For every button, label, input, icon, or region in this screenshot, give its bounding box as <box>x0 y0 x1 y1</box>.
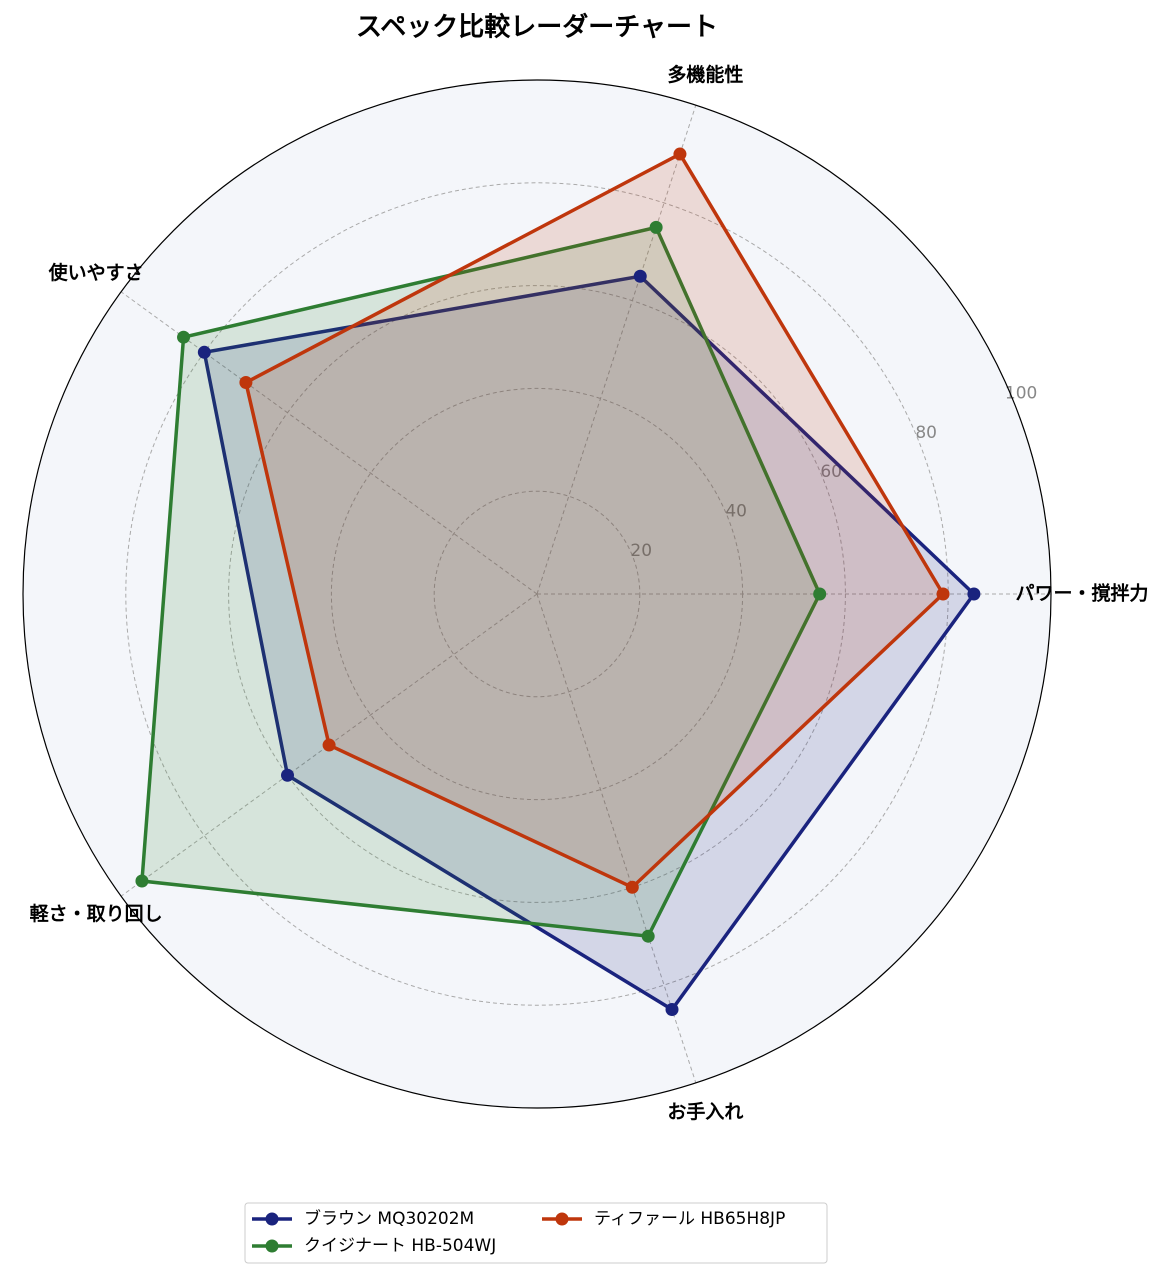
axis-line <box>120 593 538 897</box>
legend: ブラウン MQ30202M クイジナート HB-504WJ ティファール HB65H… <box>244 1202 828 1264</box>
data-point <box>322 738 336 752</box>
category-label: 軽さ・取り回し <box>30 903 163 925</box>
r-tick-label: 80 <box>915 423 937 443</box>
series-area <box>202 274 977 1012</box>
legend-label: ティファール HB65H8JP <box>594 1209 785 1229</box>
data-point <box>967 587 981 601</box>
data-point <box>665 1003 679 1017</box>
category-label: パワー・撹拌力 <box>1015 582 1148 605</box>
legend-box <box>244 1202 828 1264</box>
data-point <box>673 147 687 161</box>
legend-marker <box>555 1212 569 1226</box>
outer-circle <box>22 79 1052 1109</box>
data-point <box>177 330 191 344</box>
data-point <box>197 345 211 359</box>
series-area <box>140 225 822 939</box>
legend-marker <box>265 1212 279 1226</box>
data-point <box>649 220 663 234</box>
r-tick-label: 60 <box>820 462 842 482</box>
category-label: 使いやすさ <box>48 262 144 284</box>
r-tick-label: 20 <box>630 541 652 561</box>
data-point <box>280 768 294 782</box>
legend-label: ブラウン MQ30202M <box>304 1208 474 1229</box>
chart-title: スペック比較レーダーチャート <box>356 12 718 43</box>
axis-line <box>536 593 697 1083</box>
data-point <box>633 269 647 283</box>
data-point <box>813 587 827 601</box>
data-point <box>641 929 655 943</box>
data-point <box>625 880 639 894</box>
axis-line <box>536 105 697 595</box>
legend-label: クイジナート HB-504WJ <box>304 1236 496 1256</box>
grid-circle <box>433 490 641 698</box>
axis-line <box>120 291 538 595</box>
data-point <box>135 874 149 888</box>
series-area <box>243 151 946 890</box>
category-label: 多機能性 <box>667 63 743 86</box>
r-tick-label: 40 <box>725 501 747 521</box>
data-point <box>239 376 253 390</box>
data-point <box>936 587 950 601</box>
category-label: お手入れ <box>667 1100 743 1123</box>
legend-marker <box>265 1239 279 1253</box>
